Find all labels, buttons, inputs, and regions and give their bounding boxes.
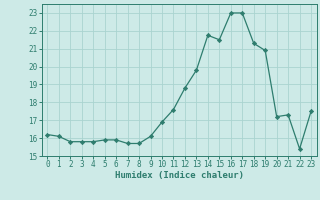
X-axis label: Humidex (Indice chaleur): Humidex (Indice chaleur) bbox=[115, 171, 244, 180]
